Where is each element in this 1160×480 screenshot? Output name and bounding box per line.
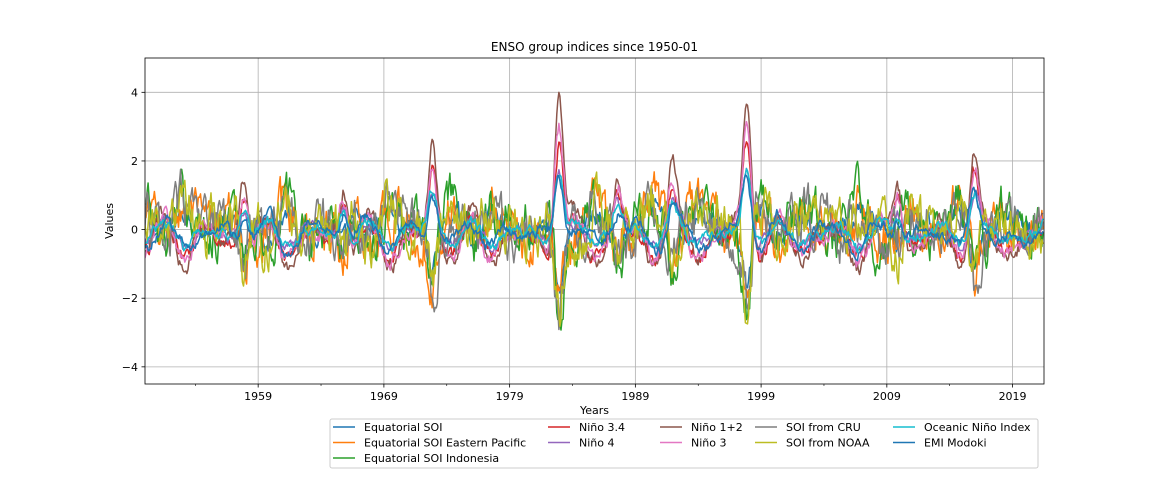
- legend-label: Niño 3.4: [579, 421, 625, 434]
- legend-label: Niño 4: [579, 437, 614, 450]
- y-tick-label: 0: [131, 224, 138, 237]
- legend-label: Oceanic Niño Index: [924, 421, 1031, 434]
- x-tick-label: 2009: [873, 390, 901, 403]
- legend-box: [329, 418, 1039, 469]
- legend-label: EMI Modoki: [924, 437, 987, 450]
- y-axis-label: Values: [103, 203, 116, 239]
- legend-label: SOI from NOAA: [786, 437, 870, 450]
- legend-label: Equatorial SOI Eastern Pacific: [364, 437, 526, 450]
- y-axis-ticks: −4 −2 0 2 4: [122, 86, 145, 374]
- y-tick-label: 2: [131, 155, 138, 168]
- chart-title: ENSO group indices since 1950-01: [491, 40, 698, 54]
- series-line: [145, 174, 1044, 262]
- y-tick-label: −4: [122, 361, 138, 374]
- x-tick-label: 1989: [621, 390, 649, 403]
- x-tick-label: 2019: [999, 390, 1027, 403]
- x-tick-label: 1999: [747, 390, 775, 403]
- x-axis-ticks: 1959 1969 1979 1989 1999 2009 2019: [194, 384, 1027, 403]
- legend-label: Equatorial SOI: [364, 421, 442, 434]
- legend: Equatorial SOI Equatorial SOI Eastern Pac…: [329, 418, 1039, 469]
- legend-label: Niño 3: [691, 437, 726, 450]
- y-tick-label: −2: [122, 292, 138, 305]
- legend-label: Equatorial SOI Indonesia: [364, 452, 499, 465]
- series-lines: [145, 91, 1044, 331]
- series-line: [145, 91, 1044, 276]
- x-tick-label: 1959: [244, 390, 272, 403]
- x-tick-label: 1979: [496, 390, 524, 403]
- series-line: [145, 171, 1044, 327]
- x-tick-label: 1969: [370, 390, 398, 403]
- plot-frame: [144, 57, 1045, 385]
- x-axis-label: Years: [579, 404, 609, 417]
- legend-label: SOI from CRU: [786, 421, 861, 434]
- y-tick-label: 4: [131, 86, 138, 99]
- legend-label: Niño 1+2: [691, 421, 743, 434]
